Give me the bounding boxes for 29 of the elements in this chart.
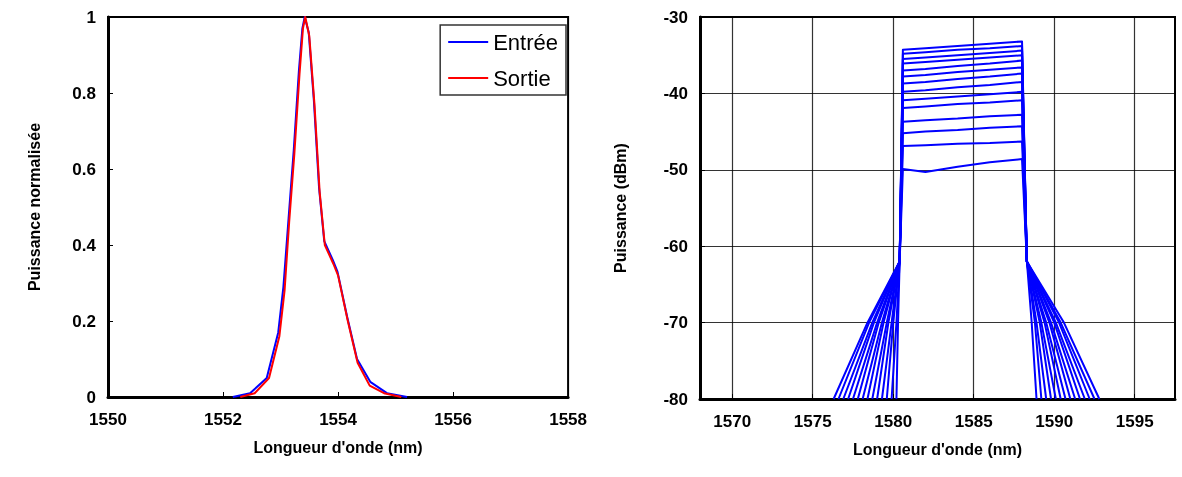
- legend-label: Entrée: [493, 29, 559, 55]
- y-axis-title: Puissance normalisée: [25, 122, 43, 292]
- x-axis-title: Longueur d'onde (nm): [852, 440, 1023, 458]
- y-tick-label: 1: [86, 7, 96, 27]
- x-tick-label: 1552: [204, 410, 242, 429]
- y-tick-label: 0.8: [72, 83, 96, 103]
- x-tick-label: 1570: [713, 412, 752, 431]
- x-tick-label: 1580: [874, 412, 913, 431]
- y-tick-label: -70: [663, 313, 688, 333]
- y-tick-label: -60: [663, 236, 688, 256]
- y-tick-label: -50: [663, 160, 688, 180]
- y-tick-label: 0.2: [72, 311, 96, 331]
- x-tick-label: 1550: [89, 410, 127, 429]
- y-tick-label: -80: [663, 389, 688, 409]
- y-tick-label: -30: [663, 7, 688, 27]
- y-axis-title: Puissance (dBm): [611, 143, 629, 273]
- y-tick-label: 0: [86, 387, 96, 407]
- legend-label: Sortie: [493, 65, 551, 91]
- x-tick-label: 1585: [954, 412, 993, 431]
- x-tick-label: 1590: [1035, 412, 1074, 431]
- y-tick-label: -40: [663, 83, 688, 103]
- x-tick-label: 1556: [434, 410, 472, 429]
- x-axis-title: Longueur d'onde (nm): [253, 438, 423, 456]
- x-tick-label: 1558: [549, 410, 587, 429]
- y-tick-label: 0.4: [72, 235, 97, 255]
- x-tick-label: 1595: [1115, 412, 1154, 431]
- y-tick-label: 0.6: [72, 159, 96, 179]
- x-tick-label: 1554: [319, 410, 358, 429]
- x-tick-label: 1575: [793, 412, 832, 431]
